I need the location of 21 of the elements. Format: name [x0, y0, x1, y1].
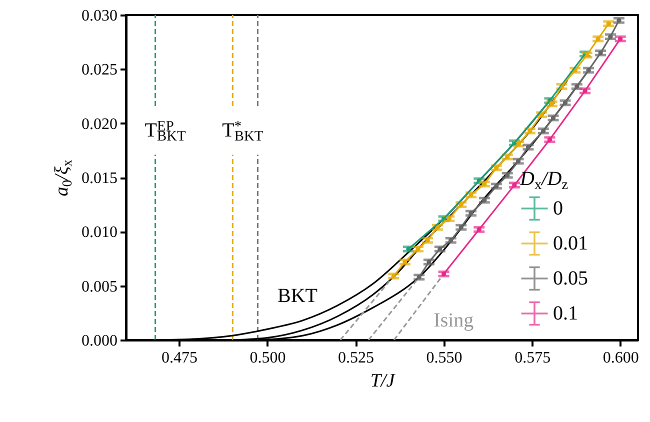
annotation: Ising [434, 310, 474, 332]
annotation: BKT [278, 285, 318, 308]
x-tick-label: 0.550 [426, 350, 462, 366]
legend-label: 0 [553, 198, 563, 220]
legend-label: 0.1 [553, 302, 578, 324]
x-tick-label: 0.575 [514, 350, 551, 366]
y-tick-label: 0.015 [82, 170, 118, 187]
x-axis-title: T/J [370, 370, 396, 392]
x-tick-label: 0.600 [602, 350, 639, 366]
x-tick-label: 0.500 [250, 350, 286, 366]
y-tick-label: 0.020 [82, 116, 118, 133]
y-tick-label: 0.005 [82, 278, 118, 296]
legend-title: D$_{x}$/D$_{z}$ [519, 168, 568, 194]
y-tick-label: 0.010 [82, 224, 118, 242]
legend-label: 0.05 [553, 268, 588, 290]
x-tick-label: 0.475 [161, 350, 198, 366]
legend-label: 0.01 [553, 232, 588, 254]
x-tick-label: 0.525 [338, 350, 374, 366]
y-tick-label: 0.000 [82, 332, 118, 350]
y-tick-label: 0.025 [82, 62, 118, 79]
y-tick-label: 0.030 [82, 8, 118, 24]
